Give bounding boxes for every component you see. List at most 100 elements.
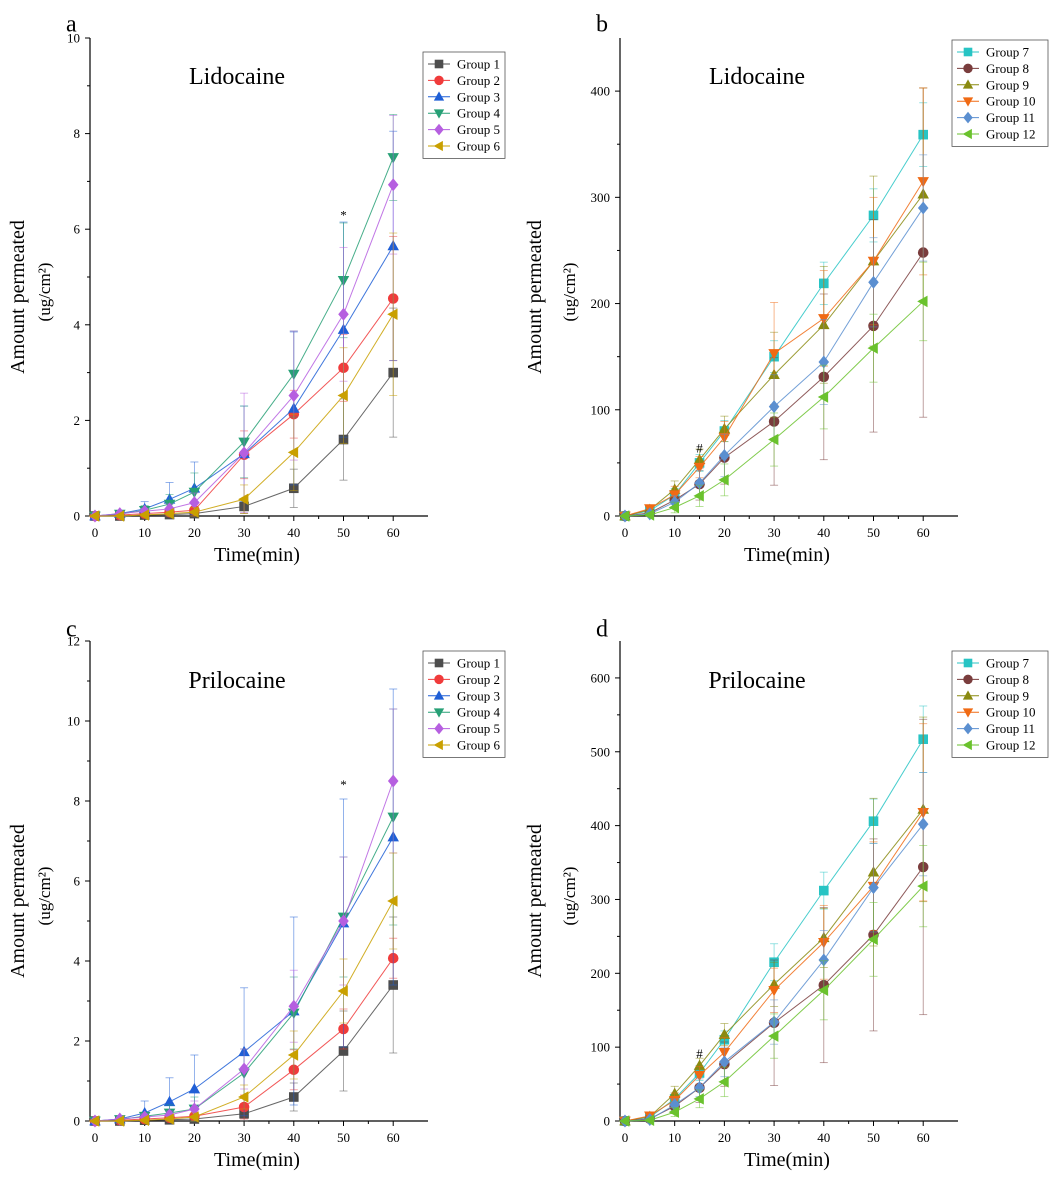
data-point: [288, 389, 300, 403]
legend-item: Group 1: [428, 656, 500, 671]
panel-letter: a: [66, 12, 77, 38]
y-axis-unit: (ug/cm²): [560, 867, 579, 926]
data-point: [238, 1091, 249, 1103]
x-tick-label: 10: [138, 1130, 151, 1145]
legend-label: Group 6: [457, 139, 500, 154]
legend-marker: [434, 75, 444, 86]
legend-label: Group 11: [986, 721, 1035, 736]
y-tick-label: 4: [74, 954, 81, 969]
x-tick-label: 50: [867, 525, 880, 540]
y-tick-label: 200: [591, 296, 611, 311]
x-tick-label: 60: [917, 525, 930, 540]
legend-marker: [962, 128, 972, 140]
y-tick-label: 400: [591, 84, 611, 99]
x-tick-label: 30: [768, 525, 781, 540]
data-point: [387, 178, 399, 192]
x-tick-label: 40: [817, 525, 830, 540]
y-tick-label: 0: [604, 1114, 611, 1129]
x-tick-label: 0: [622, 1130, 629, 1145]
x-axis-title: Time(min): [744, 1149, 830, 1171]
legend-item: Group 3: [428, 688, 500, 703]
legend-marker: [963, 111, 973, 124]
legend-marker: [962, 97, 974, 107]
panel-letter: b: [596, 12, 608, 38]
data-point: [818, 953, 830, 967]
data-point: [694, 1081, 705, 1095]
legend-marker: [963, 722, 973, 735]
x-tick-label: 20: [718, 1130, 731, 1145]
x-tick-label: 60: [387, 1130, 400, 1145]
x-tick-label: 10: [138, 525, 151, 540]
data-point: [238, 446, 250, 460]
x-tick-label: 20: [718, 525, 731, 540]
data-point: [164, 502, 175, 516]
legend-label: Group 9: [986, 77, 1029, 92]
legend-label: Group 4: [457, 705, 500, 720]
legend-label: Group 4: [457, 106, 500, 121]
legend-label: Group 9: [986, 688, 1029, 703]
x-tick-label: 10: [668, 1130, 681, 1145]
legend-item: Group 6: [428, 738, 500, 753]
chart-title: Lidocaine: [709, 64, 805, 90]
data-point: [189, 496, 200, 510]
legend-marker: [433, 690, 445, 700]
panel-letter: c: [66, 617, 77, 643]
legend-marker: [433, 140, 443, 152]
data-point: [868, 881, 879, 895]
chart-title: Prilocaine: [708, 668, 805, 694]
data-point: [337, 389, 348, 402]
y-tick-label: 100: [591, 402, 611, 417]
y-tick-label: 8: [74, 794, 81, 809]
y-tick-label: 6: [74, 222, 81, 237]
data-point: [817, 391, 829, 403]
data-point: [768, 985, 780, 997]
data-point: [693, 1070, 706, 1082]
legend-label: Group 8: [986, 672, 1029, 687]
legend-marker: [963, 674, 973, 685]
legend-item: Group 5: [428, 721, 500, 736]
legend-label: Group 3: [457, 688, 500, 703]
legend-label: Group 8: [986, 61, 1029, 76]
legend-item: Group 7: [957, 656, 1029, 671]
data-point: [719, 1055, 730, 1069]
y-axis-title: Amount permeated: [524, 220, 546, 374]
y-tick-label: 0: [74, 1114, 81, 1129]
data-point: [337, 985, 348, 997]
x-tick-label: 40: [287, 1130, 300, 1145]
legend-label: Group 12: [986, 127, 1035, 142]
legend-marker: [433, 739, 443, 751]
panel-letter: d: [596, 617, 608, 643]
data-point: [113, 510, 125, 522]
legend-label: Group 10: [986, 705, 1035, 720]
y-axis-title: Amount permeated: [7, 220, 29, 374]
chart-title: Lidocaine: [189, 64, 285, 90]
data-point: [387, 774, 399, 788]
y-tick-label: 400: [591, 818, 611, 833]
legend-marker: [434, 59, 444, 69]
y-tick-label: 0: [604, 509, 611, 524]
series-group-5: [89, 708, 399, 1128]
legend-item: Group 11: [957, 110, 1035, 125]
legend-item: Group 7: [957, 45, 1029, 60]
y-tick-label: 200: [591, 966, 611, 981]
legend-frame: [951, 650, 1049, 758]
y-tick-label: 2: [74, 413, 81, 428]
legend-label: Group 5: [457, 721, 500, 736]
legend-item: Group 1: [428, 57, 500, 72]
y-tick-label: 8: [74, 126, 81, 141]
y-tick-label: 300: [591, 892, 611, 907]
y-tick-label: 4: [74, 317, 81, 332]
data-point: [668, 1106, 679, 1118]
data-point: [768, 349, 780, 360]
series-group-5: [89, 115, 399, 523]
data-point: [917, 880, 928, 892]
data-point: [868, 275, 879, 289]
legend-item: Group 9: [957, 77, 1029, 92]
series-group-6: [88, 232, 398, 522]
x-tick-label: 30: [238, 1130, 251, 1145]
data-point: [338, 914, 349, 928]
legend-label: Group 1: [457, 57, 500, 72]
